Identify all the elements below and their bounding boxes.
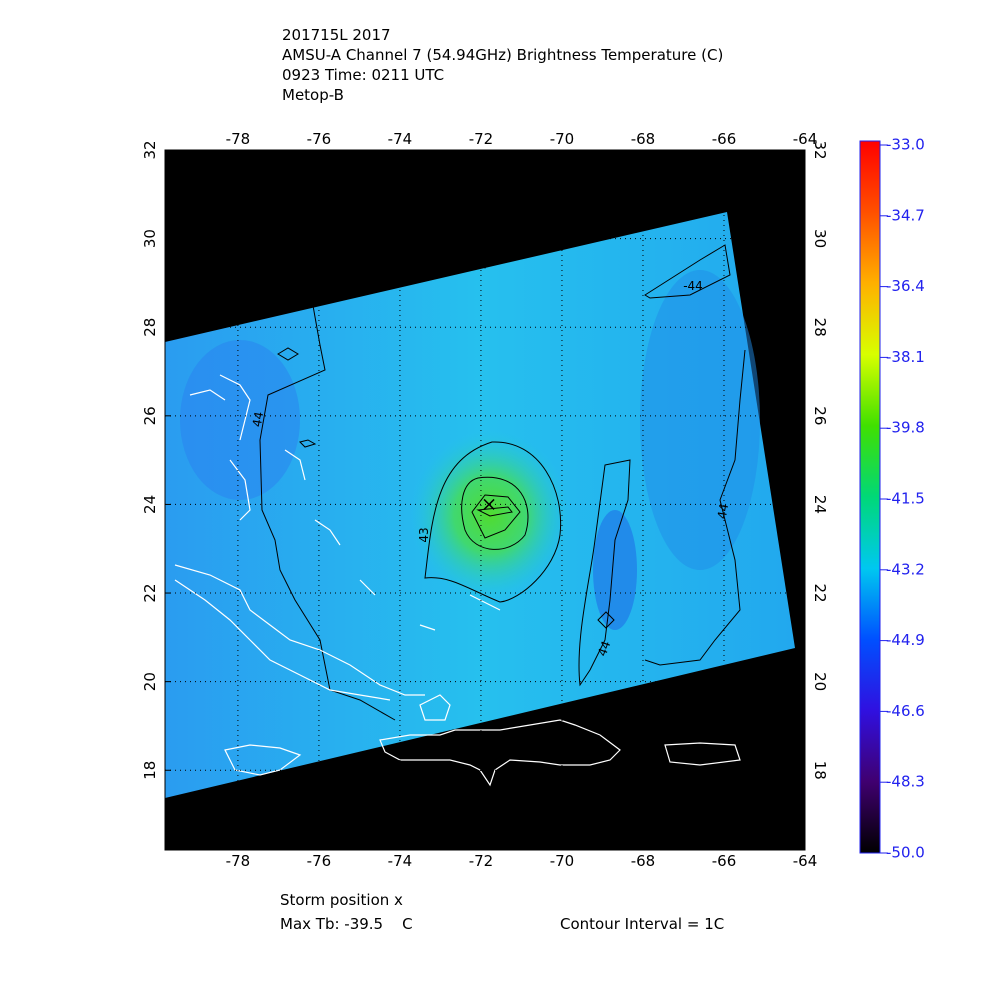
- contour-label: -44: [683, 279, 703, 293]
- x-tick-label: -76: [307, 130, 332, 148]
- title-line: AMSU-A Channel 7 (54.94GHz) Brightness T…: [282, 46, 723, 64]
- colorbar-tick-label: -48.3: [886, 773, 925, 791]
- coastline: [224, 744, 302, 776]
- x-tick-label: -76: [307, 852, 332, 870]
- contour-label: 44: [250, 411, 266, 428]
- colorbar-tick-label: -36.4: [886, 277, 925, 295]
- contour: [578, 459, 631, 687]
- field-patch: [180, 340, 300, 500]
- y-tick-label: 26: [141, 406, 159, 425]
- contour-label: 44: [595, 639, 613, 658]
- contour: [644, 244, 731, 299]
- contour: [476, 506, 513, 517]
- y-tick-label: 24: [811, 495, 829, 514]
- title-line: Metop-B: [282, 86, 344, 104]
- y-tick-label: 18: [141, 761, 159, 780]
- y-tick-label: 24: [141, 495, 159, 514]
- y-tick-label: 28: [811, 318, 829, 337]
- x-tick-label: -68: [631, 852, 656, 870]
- x-tick-label: -64: [793, 130, 818, 148]
- header: 201715L 2017 AMSU-A Channel 7 (54.94GHz)…: [282, 26, 723, 104]
- colorbar-tick-label: -46.6: [886, 702, 925, 720]
- storm-position: [483, 498, 495, 510]
- x-tick-label: -72: [469, 130, 494, 148]
- map-field: [165, 150, 805, 850]
- x-tick-label: -74: [388, 852, 413, 870]
- y-tick-label: 20: [811, 672, 829, 691]
- y-tick-label: 28: [141, 318, 159, 337]
- footer: Storm position x Max Tb: -39.5 C Contour…: [280, 891, 724, 933]
- max-tb: Max Tb: -39.5 C: [280, 915, 413, 933]
- contour: [299, 439, 317, 448]
- contour-label: 44: [715, 503, 731, 520]
- contour: [277, 347, 299, 361]
- y-tick-label: 32: [141, 140, 159, 159]
- contour: [461, 476, 529, 550]
- y-tick-label: 30: [141, 229, 159, 248]
- y-tick-label: 32: [811, 140, 829, 159]
- colorbar: -33.0 -34.7 -36.4 -38.1 -39.8 -41.5 -43.2 -44.9…: [859, 136, 925, 862]
- contour: [424, 441, 562, 603]
- coastline: [379, 719, 621, 787]
- contour-interval: Contour Interval = 1C: [560, 915, 724, 933]
- coastline: [419, 694, 451, 721]
- colorbar-tick-label: -34.7: [886, 206, 925, 224]
- contour: [597, 611, 615, 629]
- y-tick-label: 26: [811, 406, 829, 425]
- colorbar-tick-label: -38.1: [886, 348, 925, 366]
- y-tick-label: 30: [811, 229, 829, 248]
- y-tick-label: 20: [141, 672, 159, 691]
- colorbar-scale: [859, 140, 881, 854]
- colorbar-tick-label: -39.8: [886, 419, 925, 437]
- x-tick-label: -68: [631, 130, 656, 148]
- colorbar-tick-label: -43.2: [886, 560, 925, 578]
- coastline: [664, 742, 741, 766]
- plot-frame: [164, 149, 806, 851]
- x-tick-label: -66: [712, 852, 737, 870]
- colorbar-tick-label: -44.9: [886, 631, 925, 649]
- contour: [644, 349, 746, 666]
- y-tick-label: 18: [811, 761, 829, 780]
- title-line: 201715L 2017: [282, 26, 391, 44]
- x-tick-label: -78: [226, 852, 251, 870]
- warm-core: [410, 430, 570, 600]
- x-tick-label: -74: [388, 130, 413, 148]
- x-tick-label: -70: [550, 852, 575, 870]
- coastline: [189, 374, 501, 631]
- contour: [477, 257, 493, 269]
- x-tick-label: -66: [712, 130, 737, 148]
- x-tick-label: -64: [793, 852, 818, 870]
- coastline: [174, 564, 425, 701]
- y-tick-label: 22: [811, 583, 829, 602]
- y-tick-label: 22: [141, 583, 159, 602]
- field-patch: [593, 510, 637, 630]
- x-tick-label: -78: [226, 130, 251, 148]
- storm-position-label: Storm position x: [280, 891, 403, 909]
- colorbar-tick-label: -50.0: [886, 844, 925, 862]
- contour: [471, 494, 521, 539]
- marks: -78 -78 -76 -76 -74 -74 -72 -72 -70 -70 -68 -68 -66 -…: [141, 130, 829, 870]
- colorbar-tick-label: -33.0: [886, 136, 925, 154]
- title-line: 0923 Time: 0211 UTC: [282, 66, 444, 84]
- field-patch: [640, 270, 760, 570]
- colorbar-tick-label: -41.5: [886, 490, 925, 508]
- x-tick-label: -70: [550, 130, 575, 148]
- contour-label: 43: [417, 527, 431, 542]
- x-tick-label: -72: [469, 852, 494, 870]
